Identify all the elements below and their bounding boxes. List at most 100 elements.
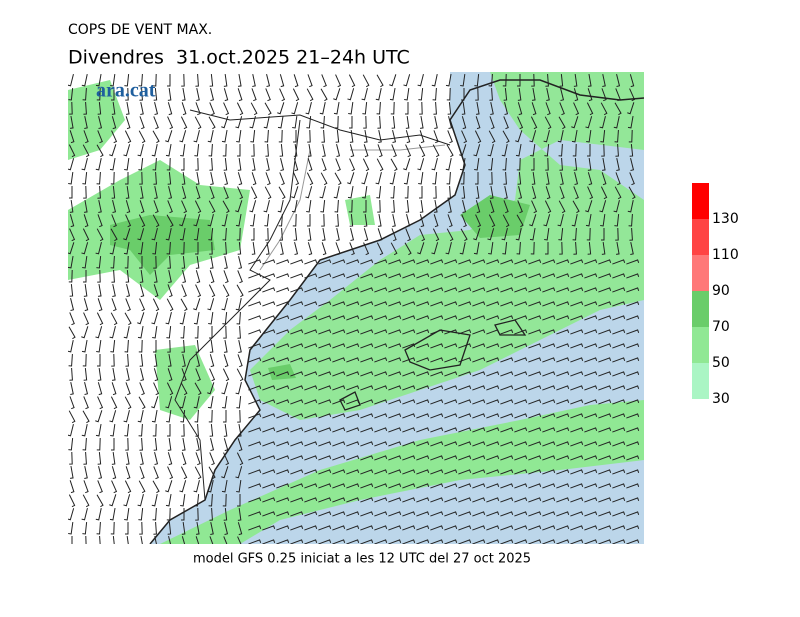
wind-barb xyxy=(431,158,438,171)
wind-barb xyxy=(598,497,612,503)
wind-barb xyxy=(332,357,346,363)
wind-barb xyxy=(363,115,367,129)
wind-barb xyxy=(364,130,368,143)
wind-barb xyxy=(629,88,636,102)
wind-barb xyxy=(182,438,186,451)
wind-barb xyxy=(363,144,369,158)
wind-barb xyxy=(125,466,131,480)
wind-barb xyxy=(68,521,74,535)
wind-barb xyxy=(500,371,514,377)
wind-barb xyxy=(405,115,410,129)
wind-barb xyxy=(139,521,143,535)
wind-barb xyxy=(405,199,410,213)
wind-barb xyxy=(237,144,241,157)
wind-barb xyxy=(290,357,304,363)
wind-barb xyxy=(475,172,479,185)
wind-barb xyxy=(444,539,458,544)
wind-barb xyxy=(96,312,104,326)
wind-barb xyxy=(319,186,326,199)
wind-barb xyxy=(628,213,633,227)
wind-barb xyxy=(612,441,626,447)
wind-barb xyxy=(346,469,360,475)
wind-barb xyxy=(320,199,326,213)
wind-barb xyxy=(336,144,341,158)
wind-barb xyxy=(153,466,159,480)
wind-barb xyxy=(584,413,598,419)
wind-barb xyxy=(430,413,444,419)
wind-barb xyxy=(166,382,174,396)
wind-barb xyxy=(458,399,472,405)
wind-barb xyxy=(110,339,116,353)
wind-barb xyxy=(486,315,500,321)
wind-barb xyxy=(167,171,172,185)
wind-barb xyxy=(402,539,416,544)
wind-barb xyxy=(500,329,514,335)
wind-barb xyxy=(630,242,634,255)
wind-barb xyxy=(612,371,626,377)
wind-barb xyxy=(248,357,262,363)
wind-barb xyxy=(139,87,143,101)
wind-barb xyxy=(83,396,89,410)
wind-barb xyxy=(138,73,143,87)
wind-barb xyxy=(556,413,570,419)
wind-barb xyxy=(138,507,144,521)
wind-barb xyxy=(304,399,318,405)
wind-barb xyxy=(529,214,537,227)
wind-barb xyxy=(360,287,374,293)
wind-barb xyxy=(430,315,444,321)
wind-barb xyxy=(461,130,468,144)
wind-barb xyxy=(167,74,171,87)
wind-barb xyxy=(598,385,612,391)
wind-barb xyxy=(181,186,187,200)
wind-barb xyxy=(556,287,570,293)
wind-barb xyxy=(237,354,243,368)
wind-barb xyxy=(111,116,117,130)
wind-barb xyxy=(528,357,542,363)
wind-barb xyxy=(416,413,430,419)
wind-barb xyxy=(334,115,339,129)
wind-barb xyxy=(209,354,215,368)
wind-barb xyxy=(360,469,374,475)
wind-barb xyxy=(627,102,635,115)
wind-barb xyxy=(584,315,598,321)
wind-barb xyxy=(322,228,326,241)
wind-barb xyxy=(573,157,578,171)
wind-barb xyxy=(612,399,626,405)
wind-barb xyxy=(111,382,117,396)
wind-barb xyxy=(223,270,229,284)
wind-barb xyxy=(237,172,243,186)
wind-barb xyxy=(124,423,130,437)
wind-barb xyxy=(262,357,276,363)
wind-barb xyxy=(332,427,346,433)
wind-barb xyxy=(166,298,174,312)
wind-barb xyxy=(349,129,354,143)
wind-barb xyxy=(68,158,75,171)
wind-barb xyxy=(628,186,636,200)
wind-barb xyxy=(304,315,318,321)
wind-barb xyxy=(237,409,241,423)
wind-barb xyxy=(362,74,370,88)
wind-barb xyxy=(96,437,101,451)
wind-barb xyxy=(264,102,272,116)
wind-barb xyxy=(318,413,332,419)
wind-barb xyxy=(109,410,117,423)
wind-barb xyxy=(126,102,130,115)
wind-barb xyxy=(180,382,188,396)
wind-barb xyxy=(420,116,424,129)
wind-barb xyxy=(615,88,621,102)
wind-barb xyxy=(265,227,269,241)
wind-barb xyxy=(290,315,304,321)
wind-barb xyxy=(518,186,523,200)
wind-barb xyxy=(180,493,186,507)
wind-barb xyxy=(503,200,509,214)
wind-barb xyxy=(181,368,187,382)
wind-barb xyxy=(360,301,374,307)
wind-barb xyxy=(209,423,214,437)
wind-barb xyxy=(85,535,87,544)
wind-barb xyxy=(165,480,173,493)
wind-barb xyxy=(68,424,74,437)
wind-barb xyxy=(280,158,285,172)
wind-barb xyxy=(111,269,115,283)
wind-barb xyxy=(153,255,157,269)
wind-barb xyxy=(472,413,486,419)
